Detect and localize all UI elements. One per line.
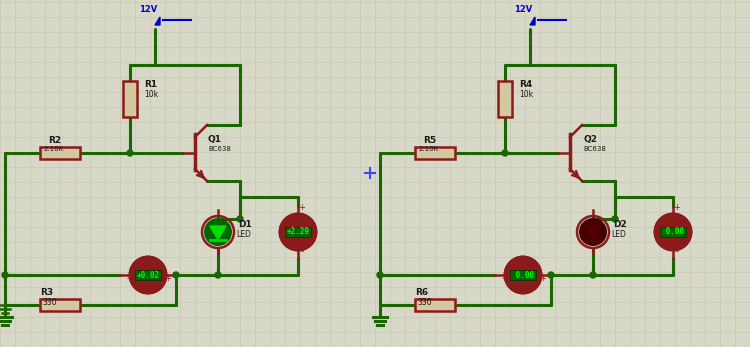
Text: 2.10K: 2.10K xyxy=(44,146,64,152)
Text: Volts: Volts xyxy=(665,219,680,223)
Text: LED: LED xyxy=(611,230,626,239)
Text: -: - xyxy=(502,274,505,283)
Circle shape xyxy=(655,214,691,250)
Circle shape xyxy=(127,150,133,156)
Text: BC638: BC638 xyxy=(208,146,231,152)
Text: 330: 330 xyxy=(42,298,57,307)
Circle shape xyxy=(173,272,179,278)
Text: R5: R5 xyxy=(423,136,436,145)
Circle shape xyxy=(502,150,508,156)
Text: +2.29: +2.29 xyxy=(286,228,310,237)
Circle shape xyxy=(377,272,383,278)
Text: D2: D2 xyxy=(613,220,627,229)
Text: R6: R6 xyxy=(415,288,428,297)
Circle shape xyxy=(237,216,243,222)
FancyBboxPatch shape xyxy=(40,147,80,159)
Text: 330: 330 xyxy=(417,298,432,307)
FancyBboxPatch shape xyxy=(415,147,455,159)
Text: Q1: Q1 xyxy=(208,135,222,144)
Text: +0.02: +0.02 xyxy=(136,271,160,279)
Text: +: + xyxy=(164,274,172,283)
FancyBboxPatch shape xyxy=(510,270,536,280)
FancyBboxPatch shape xyxy=(660,227,686,237)
FancyBboxPatch shape xyxy=(415,299,455,311)
Text: 0.00: 0.00 xyxy=(512,271,535,279)
Text: Q2: Q2 xyxy=(583,135,597,144)
Circle shape xyxy=(204,218,232,246)
Polygon shape xyxy=(585,226,601,240)
Polygon shape xyxy=(530,17,535,25)
Text: -: - xyxy=(127,274,130,283)
Text: 12V: 12V xyxy=(514,5,532,14)
Text: BC638: BC638 xyxy=(583,146,606,152)
Circle shape xyxy=(548,272,554,278)
Circle shape xyxy=(2,272,8,278)
Text: 12V: 12V xyxy=(139,5,158,14)
Circle shape xyxy=(130,257,166,293)
Text: R3: R3 xyxy=(40,288,53,297)
Text: Amps: Amps xyxy=(514,262,532,266)
Circle shape xyxy=(280,214,316,250)
Polygon shape xyxy=(155,17,160,25)
Text: LED: LED xyxy=(236,230,250,239)
Text: 2.10K: 2.10K xyxy=(419,146,440,152)
Circle shape xyxy=(215,272,221,278)
Text: +: + xyxy=(674,203,680,212)
FancyBboxPatch shape xyxy=(123,81,137,117)
FancyBboxPatch shape xyxy=(135,270,161,280)
FancyBboxPatch shape xyxy=(498,81,512,117)
Polygon shape xyxy=(210,226,226,240)
Text: 10k: 10k xyxy=(144,90,158,99)
Text: Volts: Volts xyxy=(290,219,305,223)
Circle shape xyxy=(505,257,541,293)
FancyBboxPatch shape xyxy=(40,299,80,311)
FancyBboxPatch shape xyxy=(285,227,311,237)
Text: -: - xyxy=(676,247,679,256)
Text: -: - xyxy=(301,247,304,256)
Circle shape xyxy=(590,272,596,278)
Text: R1: R1 xyxy=(144,80,158,89)
Circle shape xyxy=(579,218,607,246)
Text: 10k: 10k xyxy=(519,90,533,99)
Circle shape xyxy=(612,216,618,222)
Text: R2: R2 xyxy=(48,136,62,145)
Text: Amps: Amps xyxy=(140,262,157,266)
Text: R4: R4 xyxy=(519,80,532,89)
Text: +: + xyxy=(298,203,305,212)
Text: +: + xyxy=(539,274,547,283)
Text: 0.00: 0.00 xyxy=(662,228,685,237)
Text: D1: D1 xyxy=(238,220,252,229)
